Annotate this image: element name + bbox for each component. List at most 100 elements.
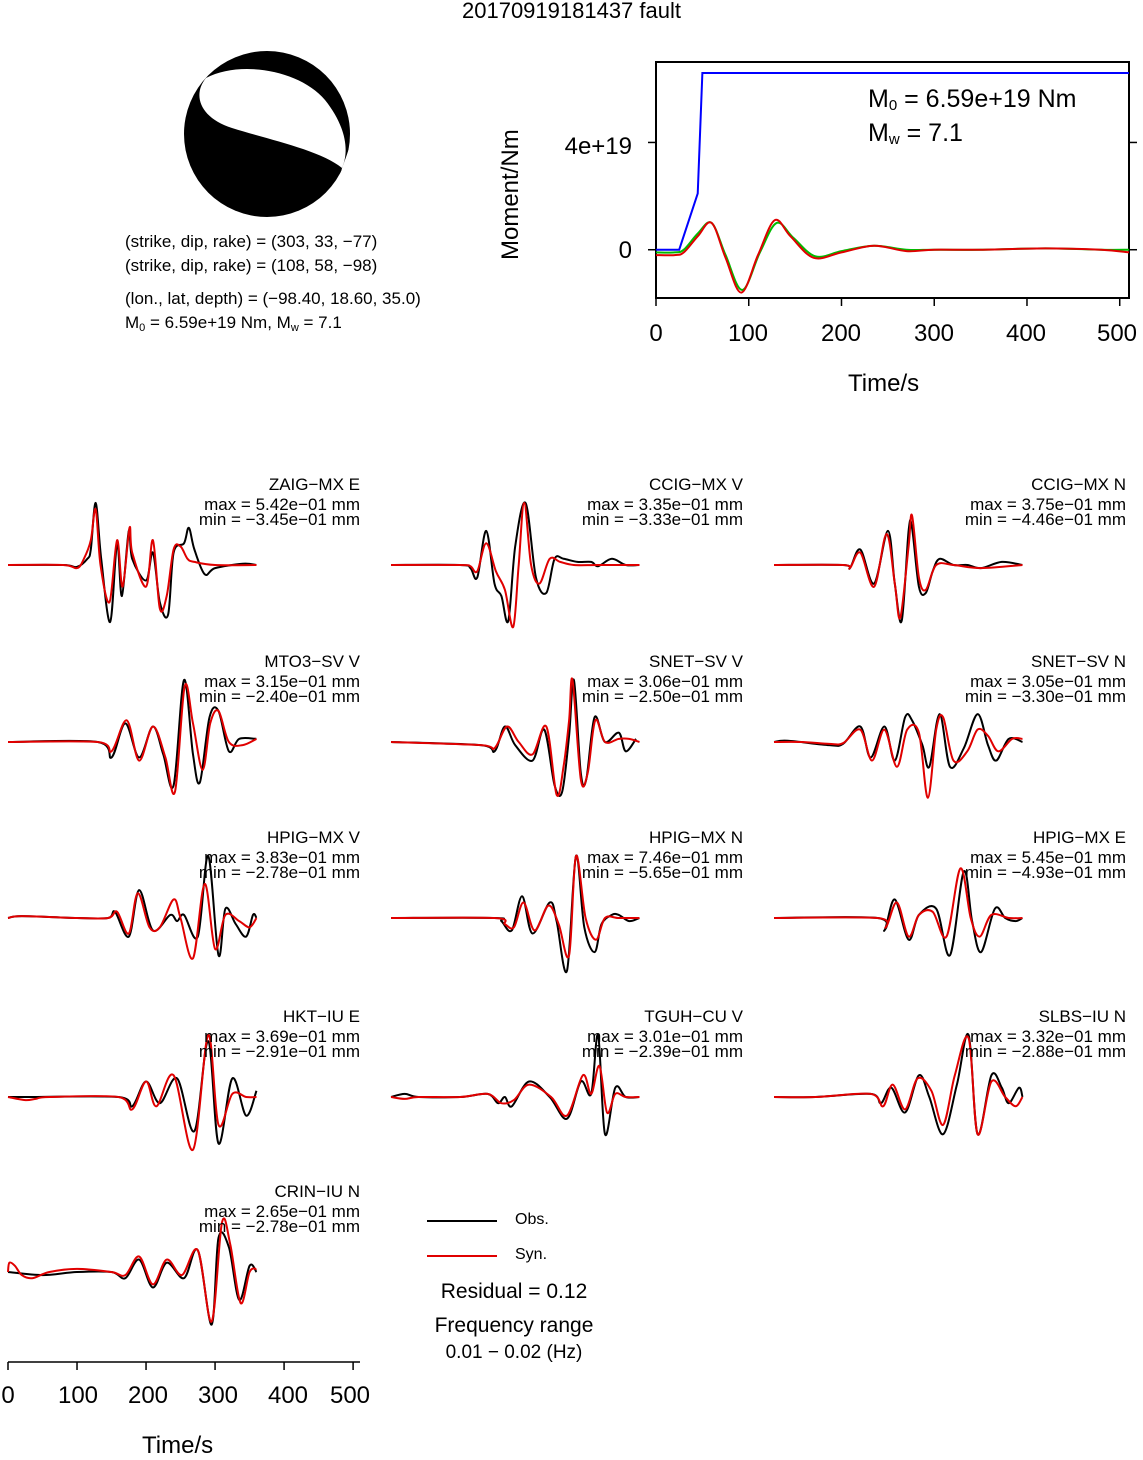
beachball: [184, 51, 351, 217]
station-max: max = 3.06e−01 mm: [587, 672, 743, 691]
moment-ticks: [648, 141, 1137, 306]
bottom-xtick-0: 0: [1, 1382, 15, 1409]
station-max: max = 3.69e−01 mm: [204, 1027, 360, 1046]
location-text: (lon., lat, depth) = (−98.40, 18.60, 35.…: [125, 289, 421, 308]
waveforms: [7, 501, 1024, 1326]
moment-xtick-400: 400: [1005, 320, 1047, 347]
station-panel: [773, 1032, 1024, 1136]
syn-waveform: [773, 513, 1023, 620]
station-panel: [773, 712, 1023, 799]
station-name: HPIG−MX N: [649, 828, 743, 847]
moment-xtick-0: 0: [649, 320, 663, 347]
station-panel: [7, 854, 258, 960]
station-max: max = 3.01e−01 mm: [587, 1027, 743, 1046]
beachball-sliver: [340, 134, 351, 178]
station-panel: [7, 1033, 258, 1151]
station-max: max = 3.05e−01 mm: [970, 672, 1126, 691]
station-max: max = 3.35e−01 mm: [587, 495, 743, 514]
moment-mw-annotation: Mw = 7.1: [868, 119, 963, 148]
cumulative-moment-line: [656, 71, 1129, 251]
bottom-xtick-200: 200: [127, 1382, 169, 1409]
obs-waveform: [390, 854, 640, 974]
legend-syn-label: Syn.: [515, 1246, 548, 1263]
syn-waveform: [7, 508, 257, 613]
moment-rate-green-line: [655, 221, 1130, 291]
beachball-dilatational: [199, 69, 346, 168]
station-name: TGUH−CU V: [644, 1007, 743, 1026]
station-panel: [390, 854, 640, 974]
station-panel: [390, 677, 640, 798]
station-name: MTO3−SV V: [264, 652, 360, 671]
station-max: max = 3.32e−01 mm: [970, 1027, 1126, 1046]
station-panel: [773, 867, 1023, 957]
syn-waveform: [390, 501, 640, 629]
station-panel: [7, 1217, 258, 1326]
moment-rate-red-line: [655, 218, 1130, 294]
station-max: max = 3.15e−01 mm: [204, 672, 360, 691]
syn-waveform: [7, 882, 258, 960]
figure-title: 20170919181437 fault: [462, 0, 681, 23]
station-max: max = 7.46e−01 mm: [587, 848, 743, 867]
bottom-xtick-300: 300: [197, 1382, 239, 1409]
moment-xtick-200: 200: [820, 320, 862, 347]
bottom-time-axis: [7, 1361, 360, 1370]
syn-waveform: [390, 677, 640, 797]
obs-waveform: [773, 870, 1023, 957]
moment-xtick-300: 300: [913, 320, 955, 347]
plane1-text: (strike, dip, rake) = (303, 33, −77): [125, 232, 378, 251]
station-max: max = 5.45e−01 mm: [970, 848, 1126, 867]
station-min: min = −4.46e−01 mm: [964, 510, 1126, 529]
syn-waveform: [7, 682, 257, 795]
station-min: min = −3.45e−01 mm: [198, 510, 360, 529]
residual-text: Residual = 0.12: [440, 1280, 588, 1303]
station-name: CCIG−MX N: [1031, 475, 1126, 494]
obs-waveform: [773, 712, 1023, 769]
station-name: CRIN−IU N: [274, 1182, 360, 1201]
station-name: HPIG−MX V: [266, 828, 360, 847]
station-name: SNET−SV N: [1031, 652, 1126, 671]
station-min: min = −2.91e−01 mm: [198, 1042, 360, 1061]
moment-ytick-0: 0: [618, 237, 632, 264]
station-name: HPIG−MX E: [1032, 828, 1126, 847]
station-min: min = −2.78e−01 mm: [198, 863, 360, 882]
syn-waveform: [7, 1033, 257, 1151]
station-min: min = −2.50e−01 mm: [581, 687, 743, 706]
moment-lines: [655, 71, 1130, 294]
station-panel: [390, 1033, 640, 1137]
station-min: min = −2.40e−01 mm: [198, 687, 360, 706]
station-panel: [7, 678, 257, 795]
moment-summary: M0 = 6.59e+19 Nm, Mw = 7.1: [125, 313, 342, 334]
station-min: min = −2.88e−01 mm: [964, 1042, 1126, 1061]
station-min: min = −2.78e−01 mm: [198, 1217, 360, 1236]
station-name: SLBS−IU N: [1038, 1007, 1126, 1026]
moment-panel: [648, 61, 1137, 306]
obs-waveform: [390, 501, 640, 624]
plane2-text: (strike, dip, rake) = (108, 58, −98): [125, 256, 378, 275]
station-min: min = −4.93e−01 mm: [964, 863, 1126, 882]
station-max: max = 2.65e−01 mm: [204, 1202, 360, 1221]
bottom-xlabel: Time/s: [142, 1432, 214, 1459]
bottom-xtick-400: 400: [267, 1382, 309, 1409]
station-name: SNET−SV V: [648, 652, 743, 671]
moment-xtick-500: 500: [1096, 320, 1138, 347]
station-panel: [773, 513, 1023, 624]
syn-waveform: [773, 714, 1023, 799]
station-min: min = −3.30e−01 mm: [964, 687, 1126, 706]
frequency-range-value: 0.01 − 0.02 (Hz): [445, 1342, 583, 1363]
syn-waveform: [773, 867, 1023, 939]
obs-waveform: [773, 519, 1023, 624]
moment-ylabel: Moment/Nm: [497, 129, 524, 260]
station-max: max = 3.83e−01 mm: [204, 848, 360, 867]
station-min: min = −5.65e−01 mm: [581, 863, 743, 882]
moment-xtick-100: 100: [727, 320, 769, 347]
moment-xlabel: Time/s: [848, 370, 920, 397]
syn-waveform: [390, 854, 640, 959]
station-name: HKT−IU E: [283, 1007, 360, 1026]
moment-m0-annotation: M0 = 6.59e+19 Nm: [868, 85, 1077, 114]
bottom-xtick-100: 100: [57, 1382, 99, 1409]
moment-panel-frame: [655, 61, 1130, 299]
station-name: CCIG−MX V: [649, 475, 743, 494]
frequency-range-title: Frequency range: [434, 1314, 594, 1337]
syn-waveform: [390, 1064, 640, 1118]
